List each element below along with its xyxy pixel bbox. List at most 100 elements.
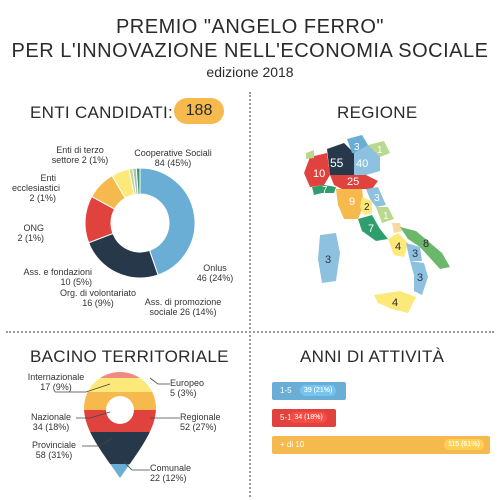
enti-label-line2: 2 (1%) [17, 233, 44, 243]
region-veneto-count: 40 [356, 158, 368, 170]
bacino-band-comunale [84, 464, 156, 478]
bacino-band-europeo [84, 378, 156, 392]
enti-label-line3: 2 (1%) [29, 193, 56, 203]
region-valle-aosta [306, 150, 314, 159]
region-marche-count: 3 [374, 193, 380, 204]
enti-label-ass-e-fondazioni: Ass. e fondazioni 10 (5%) [12, 267, 92, 287]
enti-label-cooperative-sociali: Cooperative Sociali 84 (45%) [128, 148, 218, 168]
subtitle: edizione 2018 [206, 64, 294, 80]
region-toscana [336, 189, 364, 219]
region-trentino-count: 3 [354, 142, 360, 153]
region-puglia-count: 8 [423, 238, 429, 250]
bacino-label-line2: 5 (3%) [170, 388, 197, 398]
region-abruzzo-count: 1 [383, 211, 389, 222]
region-marche [366, 187, 386, 207]
region-friuli [368, 141, 390, 157]
title-line-1: PREMIO "ANGELO FERRO" [115, 16, 385, 38]
enti-slice-enti-di-terzo-settore [135, 167, 141, 195]
region-liguria [312, 185, 336, 195]
region-puglia [400, 227, 450, 269]
enti-label-line1: Org. di volontariato [59, 288, 137, 298]
pin-hole [106, 396, 134, 424]
bacino-label-line1: Regionale [180, 412, 221, 422]
region-sardegna [318, 233, 340, 283]
enti-label-line2: ecclesiastici [12, 183, 61, 193]
enti-label-line1: ONG [23, 223, 44, 233]
enti-label-ass-di-promozione-sociale: Ass. di promozione sociale 26 (14%) [128, 297, 238, 317]
italy-map: 10 55 3 40 1 7 25 9 3 2 7 1 4 8 3 3 4 3 [304, 135, 450, 313]
bacino-label-comunale: Comunale 22 (12%) [150, 463, 200, 483]
region-lombardia-count: 55 [330, 156, 344, 170]
region-liguria-count: 7 [322, 185, 328, 196]
bacino-label-line2: 34 (18%) [32, 422, 70, 432]
region-basilicata-count: 3 [412, 248, 418, 260]
bacino-label-line2: 52 (27%) [180, 422, 217, 432]
region-campania [388, 233, 408, 257]
bacino-label-line2: 22 (12%) [150, 473, 187, 483]
bacino-leader-provinciale [82, 437, 113, 447]
region-lazio [358, 215, 388, 241]
enti-label-line1: Enti [40, 173, 56, 183]
region-calabria [410, 261, 428, 295]
region-calabria-count: 3 [417, 272, 423, 284]
region-basilicata [406, 243, 422, 261]
region-emilia-count: 25 [347, 176, 359, 188]
regione-title: REGIONE [337, 103, 418, 122]
enti-label-line2: 10 (5%) [60, 277, 92, 287]
region-umbria-count: 2 [364, 202, 370, 213]
bacino-leader-internazionale [55, 383, 111, 393]
bacino-label-line2: 58 (31%) [35, 450, 73, 460]
anni-bar-category: + di 10 [280, 440, 305, 449]
region-abruzzo [376, 207, 394, 223]
horizontal-divider [6, 331, 494, 333]
region-molise [392, 223, 402, 233]
enti-label-line1: Cooperative Sociali [134, 148, 212, 158]
anni-title: ANNI DI ATTIVITÀ [300, 347, 445, 366]
anni-bar-category: 1-5 [280, 386, 292, 395]
vertical-divider [249, 92, 251, 497]
bacino-label-europeo: Europeo 5 (3%) [170, 378, 210, 398]
region-umbria [360, 197, 372, 215]
bacino-label-line1: Internazionale [27, 372, 85, 382]
bacino-label-line2: 17 (9%) [40, 382, 72, 392]
enti-slice-onlus [88, 232, 159, 279]
region-lombardia [327, 143, 354, 177]
region-toscana-count: 9 [349, 196, 355, 208]
bacino-leader-nazionale [76, 411, 111, 419]
enti-label-enti-ecclesiastici: Enti ecclesiastici 2 (1%) [12, 173, 61, 203]
bacino-label-line1: Europeo [170, 378, 205, 388]
region-campania-count: 4 [395, 241, 401, 253]
anni-bar-value: 115 (61%) [444, 439, 484, 450]
bacino-leader-comunale [123, 461, 150, 471]
enti-label-line2: 46 (24%) [196, 273, 234, 283]
bacino-band-provinciale [84, 432, 156, 464]
bacino-label-nazionale: Nazionale 34 (18%) [26, 412, 76, 432]
anni-bar-3 [272, 436, 490, 454]
bacino-label-provinciale: Provinciale 58 (31%) [26, 440, 82, 460]
bacino-leader-europeo [149, 377, 170, 385]
enti-label-line1: Ass. di promozione [144, 297, 222, 307]
title-line-2: PER L'INNOVAZIONE NELL'ECONOMIA SOCIALE [11, 40, 489, 62]
enti-label-line2: 84 (45%) [154, 158, 192, 168]
enti-label-line2: sociale 26 (14%) [149, 307, 217, 317]
bacino-label-internazionale: Internazionale 17 (9%) [26, 372, 86, 392]
region-piemonte [304, 153, 330, 187]
bacino-label-regionale: Regionale 52 (27%) [180, 412, 230, 432]
anni-bar-value: 34 (18%) [290, 412, 327, 423]
anni-bar-value: 39 (21%) [299, 385, 337, 396]
bacino-label-line1: Nazionale [30, 412, 72, 422]
anni-bar-category: 5-10 [280, 413, 297, 422]
region-piemonte-count: 10 [313, 168, 325, 180]
bacino-band-internazionale [84, 372, 156, 378]
bacino-label-line1: Provinciale [31, 440, 77, 450]
region-sardegna-count: 3 [325, 254, 331, 266]
enti-total-badge: 188 [174, 98, 224, 124]
bacino-label-line1: Comunale [150, 463, 192, 473]
bacino-pin-chart [55, 372, 180, 478]
enti-label-line2: 16 (9%) [82, 298, 114, 308]
enti-donut-chart [84, 167, 196, 279]
enti-label-onlus: Onlus 46 (24%) [190, 263, 240, 283]
enti-label-line1: Ass. e fondazioni [23, 267, 92, 277]
enti-label-org-di-volontariato: Org. di volontariato 16 (9%) [58, 288, 138, 308]
region-emilia [330, 175, 378, 189]
